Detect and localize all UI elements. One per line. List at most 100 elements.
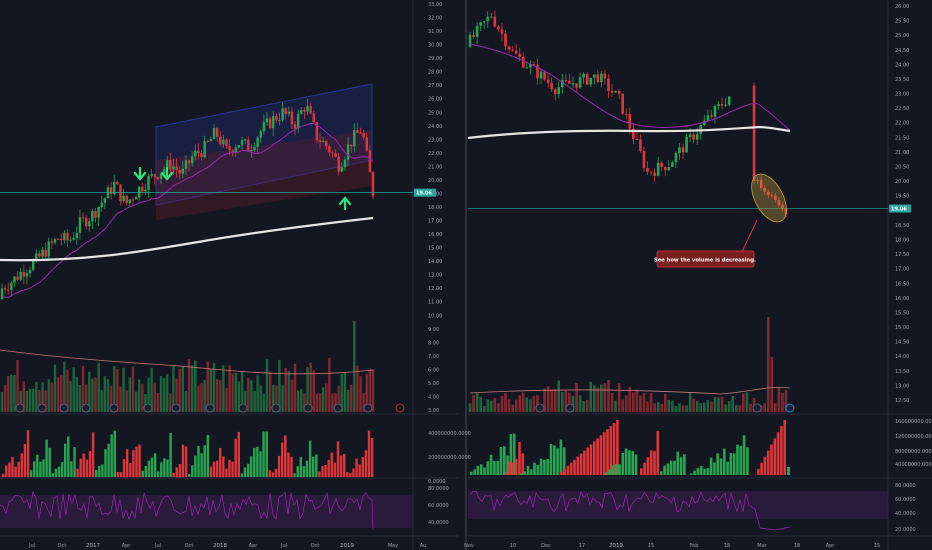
price-candle xyxy=(137,186,141,198)
cumulative-volume-bar xyxy=(608,469,611,475)
price-candle xyxy=(28,269,32,274)
cumulative-volume-bar xyxy=(719,458,723,475)
cumulative-volume-bar xyxy=(693,470,696,475)
volume-bar xyxy=(63,361,66,412)
volume-bar xyxy=(162,378,166,412)
volume-bar xyxy=(47,379,50,412)
right-volume-tick: 160000000.0000 xyxy=(895,419,932,425)
cumulative-volume-bar xyxy=(225,468,228,477)
price-candle xyxy=(13,276,16,283)
price-candle xyxy=(16,276,19,280)
cumulative-volume-bar xyxy=(212,461,216,477)
left-time-tick: 2018 xyxy=(213,543,227,549)
volume-bar xyxy=(472,394,475,412)
cumulative-volume-bar xyxy=(679,457,683,475)
right-time-tick: Mar xyxy=(757,543,767,549)
cumulative-volume-bar xyxy=(556,448,559,475)
right-price-tick: 23.50 xyxy=(895,77,909,83)
cumulative-volume-bar xyxy=(14,466,17,477)
cumulative-volume-bar xyxy=(98,465,101,477)
price-candle xyxy=(109,187,113,194)
price-candle xyxy=(272,116,275,129)
last-price-label-bg xyxy=(889,204,911,213)
volume-bar xyxy=(197,385,200,412)
price-candle xyxy=(346,144,350,160)
right-time-tick: Apr xyxy=(826,543,836,549)
cumulative-volume-bar xyxy=(505,471,508,475)
cumulative-volume-bar xyxy=(763,456,767,475)
cumulative-volume-bar xyxy=(302,466,306,477)
cumulative-volume-bar xyxy=(178,464,182,477)
price-candle xyxy=(240,140,244,145)
left-time-tick: Oct xyxy=(185,543,194,549)
cumulative-volume-bar xyxy=(228,459,231,477)
volume-bar xyxy=(334,393,337,412)
cumulative-volume-bar xyxy=(696,468,700,475)
left-price-tick: 7.00 xyxy=(428,354,439,360)
price-candle xyxy=(150,174,153,177)
volume-bar xyxy=(137,379,141,412)
cumulative-volume-bar xyxy=(573,459,576,475)
cumulative-volume-bar xyxy=(533,462,536,475)
right-price-tick: 17.50 xyxy=(895,252,909,258)
volume-bar xyxy=(187,359,191,412)
volume-bar xyxy=(610,392,614,412)
volume-bar xyxy=(546,386,550,412)
volume-bar xyxy=(122,367,125,412)
cumulative-volume-bar xyxy=(70,461,73,477)
cumulative-volume-bar xyxy=(593,441,596,475)
right-time-tick: 15 xyxy=(874,543,880,549)
volume-bar xyxy=(624,395,628,412)
cumulative-volume-bar xyxy=(634,454,638,475)
cumulative-volume-bar xyxy=(91,432,95,477)
price-candle xyxy=(56,238,60,240)
volume-bar xyxy=(688,392,692,412)
right-price-tick: 15.50 xyxy=(895,310,909,316)
price-candle xyxy=(649,171,653,173)
cumulative-volume-bar xyxy=(54,468,58,477)
price-candle xyxy=(343,159,347,168)
price-candle xyxy=(122,195,125,202)
event-badge xyxy=(752,403,762,413)
cumulative-volume-bar xyxy=(20,453,23,477)
cumulative-volume-bar xyxy=(138,444,141,477)
price-candle xyxy=(568,80,571,84)
volume-bar xyxy=(784,390,788,412)
cumulative-volume-bar xyxy=(364,450,368,477)
volume-bar xyxy=(763,403,766,412)
cumulative-volume-bar xyxy=(296,466,299,477)
cumulative-volume-bar xyxy=(726,461,729,475)
price-candle xyxy=(169,160,172,170)
cumulative-volume-bar xyxy=(628,450,631,475)
cumulative-volume-bar xyxy=(11,457,14,477)
left-time-tick: Oct xyxy=(311,543,320,549)
last-price-label: 19.06 xyxy=(891,207,907,213)
cumulative-volume-bar xyxy=(539,458,543,475)
volume-bar xyxy=(318,393,322,412)
cumulative-volume-bar xyxy=(42,459,45,477)
price-candle xyxy=(600,73,603,82)
volume-bar xyxy=(353,320,356,412)
volume-bar xyxy=(106,378,110,412)
right-rsi-tick: 60.0000 xyxy=(895,497,916,503)
price-candle xyxy=(206,141,209,143)
cumulative-volume-bar xyxy=(237,431,240,477)
cumulative-volume-bar xyxy=(88,451,92,477)
cumulative-volume-bar xyxy=(773,438,777,475)
volume-bar xyxy=(119,386,122,412)
price-candle xyxy=(356,130,359,133)
left-rsi-tick: 80.0000 xyxy=(428,486,449,492)
volume-bar xyxy=(66,369,69,412)
price-candle xyxy=(763,187,766,192)
ma-long-line xyxy=(467,125,791,140)
cumulative-volume-bar xyxy=(358,464,361,477)
price-candle xyxy=(646,167,649,172)
cumulative-volume-bar xyxy=(643,462,646,475)
cumulative-volume-bar xyxy=(181,444,185,477)
price-candle xyxy=(53,238,57,243)
price-candle xyxy=(44,249,47,257)
volume-bar xyxy=(88,371,91,412)
cumulative-volume-bar xyxy=(549,444,553,475)
volume-bar xyxy=(144,393,147,412)
